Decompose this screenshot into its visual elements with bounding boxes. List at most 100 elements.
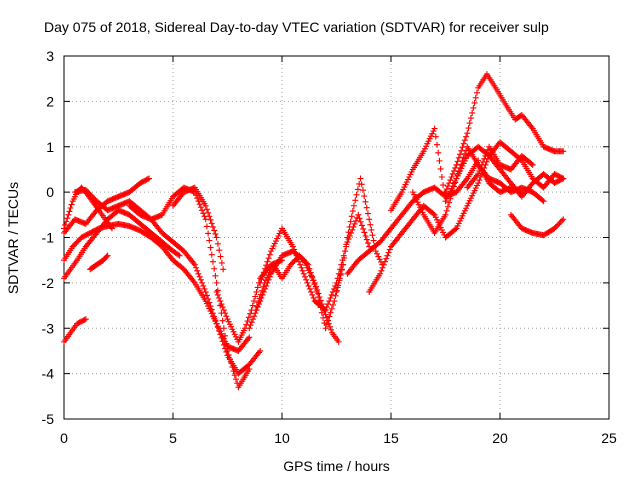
data-point [455,154,462,161]
data-point [222,332,229,339]
data-point [312,285,319,292]
data-point [108,225,115,232]
data-point [306,265,313,272]
chart-grid [64,56,609,419]
data-point [434,141,441,148]
data-point [475,170,482,177]
data-point [558,217,565,224]
data-point [364,210,371,217]
data-point [343,241,350,248]
series-track-19 [507,211,567,239]
data-point [222,310,229,317]
data-point [214,240,221,247]
data-point [255,279,262,286]
data-point [471,99,478,106]
data-point [475,180,482,187]
data-point [355,211,362,218]
data-markers [61,71,567,391]
data-point [444,203,451,210]
data-point [331,298,338,305]
data-point [220,266,227,273]
data-point [216,247,223,254]
data-point [379,264,386,271]
data-point [217,298,224,305]
data-point [449,187,456,194]
data-point [209,258,216,265]
data-point [362,232,369,239]
data-point [146,175,153,182]
data-point [436,157,443,164]
data-point [311,281,318,288]
series-track-5 [61,316,89,345]
data-point [325,301,332,308]
data-point [303,276,310,283]
data-point [208,251,215,258]
data-point [63,218,70,225]
data-point [246,366,253,373]
data-point [473,89,480,96]
data-point [264,258,271,265]
data-point [464,130,471,137]
series-track-16 [409,143,567,236]
data-point [335,338,342,345]
data-point [354,186,361,193]
data-point [67,205,74,212]
data-point [363,236,370,243]
data-point [81,316,88,323]
data-point [346,223,353,230]
data-point [199,279,206,286]
data-point [256,295,263,302]
data-point [231,372,238,379]
data-point [244,317,251,324]
data-point [212,317,219,324]
data-point [216,295,223,301]
data-point [447,177,454,184]
data-point [359,187,366,194]
data-point [467,115,474,122]
data-point [218,301,225,308]
data-point [211,265,218,272]
data-point [438,174,445,180]
data-point [212,272,219,279]
data-point [358,181,365,188]
data-point [252,293,259,300]
y-tick-label: 3 [46,48,54,64]
data-point [367,221,374,228]
data-point [430,210,437,217]
data-point [370,237,377,244]
data-point [350,202,357,209]
data-point [338,266,345,273]
x-axis-label: GPS time / hours [283,458,390,474]
data-point [333,288,340,295]
series-track-17 [442,71,567,196]
data-point [291,246,298,253]
data-point [245,314,252,321]
data-point [201,285,208,292]
data-point [203,223,210,230]
data-point [306,285,313,292]
data-point [443,207,450,214]
data-point [447,195,454,202]
data-point [253,288,260,295]
y-tick-label: -5 [42,411,55,427]
data-point [347,218,354,225]
series-track-22 [213,257,285,345]
data-point [193,264,200,271]
data-point [449,170,456,177]
data-point [352,197,359,204]
data-point [217,253,224,260]
data-point [335,279,342,286]
data-point [361,193,368,200]
data-point [104,252,111,259]
data-point [305,282,312,289]
data-point [437,165,444,172]
data-point [361,229,368,236]
data-point [202,288,209,295]
data-point [360,225,367,232]
data-point [385,249,392,256]
data-point [539,197,546,204]
data-point [459,144,466,151]
data-point [224,347,231,354]
x-tick-label: 5 [169,430,177,446]
data-point [220,325,227,332]
